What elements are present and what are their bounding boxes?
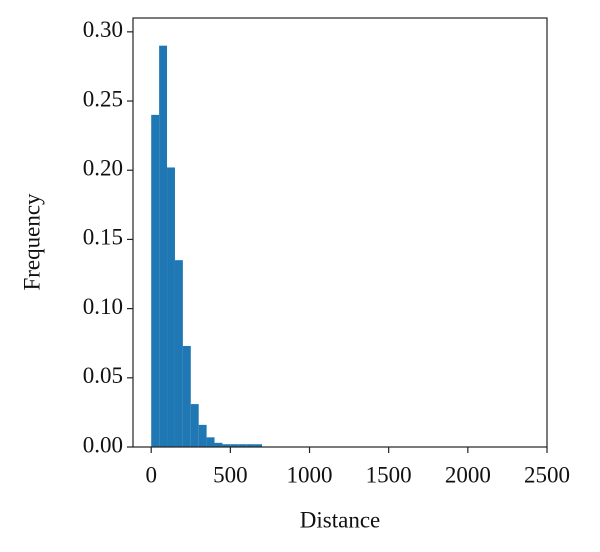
y-tick-label: 0.00	[83, 432, 123, 457]
y-tick-label: 0.20	[83, 156, 123, 181]
x-tick-label: 1500	[366, 462, 412, 487]
x-tick-label: 500	[213, 462, 248, 487]
bar	[198, 424, 207, 447]
bar	[190, 404, 199, 447]
y-axis-label: Frequency	[19, 193, 44, 291]
y-tick-label: 0.15	[83, 225, 123, 250]
bar	[206, 437, 215, 447]
bar	[167, 167, 175, 447]
bar	[254, 444, 263, 447]
bar	[230, 444, 239, 447]
bar	[238, 444, 247, 447]
y-tick-label: 0.05	[83, 363, 123, 388]
bar	[214, 442, 223, 447]
x-axis-label: Distance	[300, 507, 380, 532]
bar	[159, 45, 168, 447]
y-tick-label: 0.10	[83, 294, 123, 319]
bar	[246, 444, 255, 447]
x-tick-label: 2000	[445, 462, 491, 487]
x-tick-label: 2500	[524, 462, 570, 487]
x-tick-label: 1000	[287, 462, 333, 487]
bar	[151, 114, 160, 447]
y-tick-label: 0.30	[83, 17, 123, 42]
bar	[182, 345, 191, 447]
plot-frame	[132, 17, 548, 448]
y-tick-label: 0.25	[83, 86, 123, 111]
x-tick-label: 0	[145, 462, 157, 487]
bar	[174, 260, 183, 447]
bar	[222, 444, 231, 447]
